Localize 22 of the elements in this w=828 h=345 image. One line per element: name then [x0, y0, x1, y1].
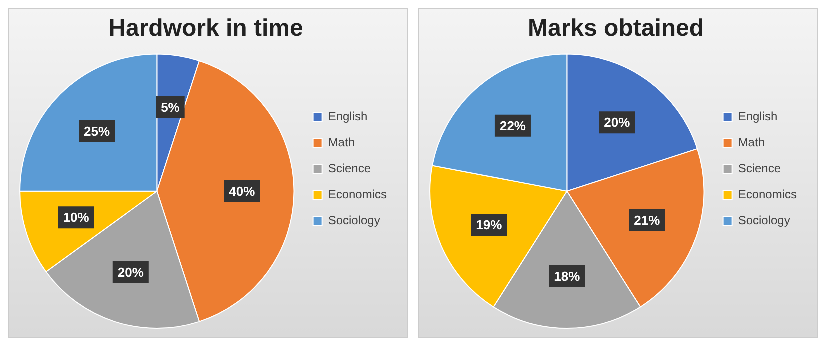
- legend-label: Sociology: [328, 213, 380, 228]
- legend-label: Economics: [738, 187, 797, 202]
- chart-title: Marks obtained: [528, 15, 704, 42]
- legend-label: Math: [738, 135, 765, 150]
- data-label: 22%: [500, 118, 526, 134]
- data-label: 40%: [229, 184, 256, 199]
- legend-label: English: [738, 109, 778, 124]
- legend-label: Math: [328, 135, 355, 150]
- legend-label: Economics: [328, 187, 387, 202]
- data-label: 20%: [604, 115, 631, 130]
- data-label: 5%: [161, 100, 180, 116]
- data-label: 19%: [476, 218, 503, 233]
- data-label: 21%: [634, 212, 661, 228]
- data-label: 25%: [84, 124, 110, 139]
- chart-title: Hardwork in time: [108, 15, 304, 42]
- legend-label: Sociology: [738, 213, 790, 228]
- data-label: 20%: [118, 264, 144, 280]
- legend-label: Science: [328, 161, 372, 176]
- data-label: 10%: [63, 210, 90, 226]
- data-label: 18%: [554, 268, 581, 284]
- legend-label: English: [328, 109, 368, 124]
- legend-label: Science: [738, 161, 782, 176]
